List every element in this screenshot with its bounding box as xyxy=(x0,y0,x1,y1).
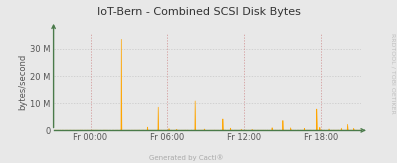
Text: RRDTOOL / TOBI OETIKER: RRDTOOL / TOBI OETIKER xyxy=(390,33,395,114)
Text: IoT-Bern - Combined SCSI Disk Bytes: IoT-Bern - Combined SCSI Disk Bytes xyxy=(96,7,301,17)
Y-axis label: bytes/second: bytes/second xyxy=(19,53,27,110)
Text: Generated by Cacti®: Generated by Cacti® xyxy=(149,155,224,161)
